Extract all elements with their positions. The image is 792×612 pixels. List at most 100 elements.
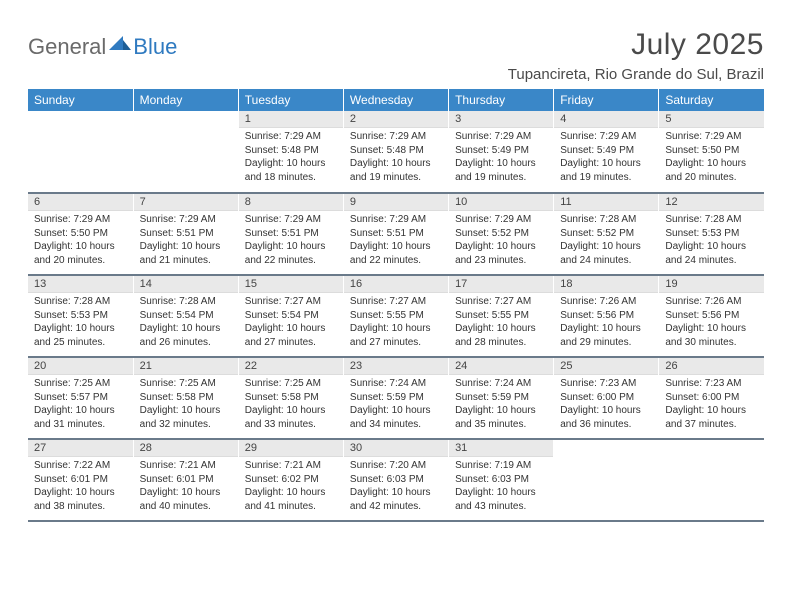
day-details: Sunrise: 7:24 AMSunset: 5:59 PMDaylight:… [449, 375, 553, 435]
calendar-cell: 25Sunrise: 7:23 AMSunset: 6:00 PMDayligh… [554, 357, 659, 439]
day-number: 16 [344, 276, 448, 293]
calendar-cell-empty [554, 439, 659, 521]
day-details: Sunrise: 7:28 AMSunset: 5:54 PMDaylight:… [134, 293, 238, 353]
calendar-cell: 27Sunrise: 7:22 AMSunset: 6:01 PMDayligh… [28, 439, 133, 521]
day-details: Sunrise: 7:27 AMSunset: 5:55 PMDaylight:… [449, 293, 553, 353]
day-details: Sunrise: 7:29 AMSunset: 5:49 PMDaylight:… [554, 128, 658, 188]
day-number: 27 [28, 440, 133, 457]
day-details: Sunrise: 7:27 AMSunset: 5:55 PMDaylight:… [344, 293, 448, 353]
day-details: Sunrise: 7:29 AMSunset: 5:49 PMDaylight:… [449, 128, 553, 188]
day-number: 6 [28, 194, 133, 211]
day-number: 11 [554, 194, 658, 211]
day-details: Sunrise: 7:21 AMSunset: 6:01 PMDaylight:… [134, 457, 238, 517]
day-number: 8 [239, 194, 343, 211]
day-number: 3 [449, 111, 553, 128]
day-number: 5 [659, 111, 764, 128]
weekday-header: Wednesday [343, 89, 448, 111]
calendar-cell: 19Sunrise: 7:26 AMSunset: 5:56 PMDayligh… [659, 275, 764, 357]
day-details: Sunrise: 7:29 AMSunset: 5:48 PMDaylight:… [239, 128, 343, 188]
day-number: 17 [449, 276, 553, 293]
logo-word1: General [28, 34, 106, 60]
day-number: 22 [239, 358, 343, 375]
calendar-cell: 18Sunrise: 7:26 AMSunset: 5:56 PMDayligh… [554, 275, 659, 357]
day-number: 4 [554, 111, 658, 128]
day-number: 15 [239, 276, 343, 293]
calendar-cell: 7Sunrise: 7:29 AMSunset: 5:51 PMDaylight… [133, 193, 238, 275]
weekday-header: Tuesday [238, 89, 343, 111]
calendar-cell: 4Sunrise: 7:29 AMSunset: 5:49 PMDaylight… [554, 111, 659, 193]
day-details: Sunrise: 7:29 AMSunset: 5:51 PMDaylight:… [344, 211, 448, 271]
logo: General Blue [28, 28, 177, 60]
logo-word2: Blue [133, 34, 177, 60]
day-number: 24 [449, 358, 553, 375]
day-details: Sunrise: 7:29 AMSunset: 5:52 PMDaylight:… [449, 211, 553, 271]
weekday-header: Sunday [28, 89, 133, 111]
day-details: Sunrise: 7:21 AMSunset: 6:02 PMDaylight:… [239, 457, 343, 517]
day-number: 19 [659, 276, 764, 293]
day-details: Sunrise: 7:26 AMSunset: 5:56 PMDaylight:… [659, 293, 764, 353]
calendar-row: 27Sunrise: 7:22 AMSunset: 6:01 PMDayligh… [28, 439, 764, 521]
calendar-cell: 21Sunrise: 7:25 AMSunset: 5:58 PMDayligh… [133, 357, 238, 439]
calendar-cell: 16Sunrise: 7:27 AMSunset: 5:55 PMDayligh… [343, 275, 448, 357]
day-details: Sunrise: 7:23 AMSunset: 6:00 PMDaylight:… [659, 375, 764, 435]
calendar-cell-empty [659, 439, 764, 521]
calendar-cell: 13Sunrise: 7:28 AMSunset: 5:53 PMDayligh… [28, 275, 133, 357]
calendar-cell: 5Sunrise: 7:29 AMSunset: 5:50 PMDaylight… [659, 111, 764, 193]
day-number: 1 [239, 111, 343, 128]
calendar-head-row: SundayMondayTuesdayWednesdayThursdayFrid… [28, 89, 764, 111]
weekday-header: Friday [554, 89, 659, 111]
month-title: July 2025 [508, 28, 764, 62]
day-number: 12 [659, 194, 764, 211]
calendar-cell: 23Sunrise: 7:24 AMSunset: 5:59 PMDayligh… [343, 357, 448, 439]
day-details: Sunrise: 7:28 AMSunset: 5:53 PMDaylight:… [659, 211, 764, 271]
day-number: 31 [449, 440, 553, 457]
day-number: 18 [554, 276, 658, 293]
calendar-cell: 17Sunrise: 7:27 AMSunset: 5:55 PMDayligh… [449, 275, 554, 357]
day-details: Sunrise: 7:29 AMSunset: 5:48 PMDaylight:… [344, 128, 448, 188]
day-number: 2 [344, 111, 448, 128]
day-details: Sunrise: 7:19 AMSunset: 6:03 PMDaylight:… [449, 457, 553, 517]
location-text: Tupancireta, Rio Grande do Sul, Brazil [508, 66, 764, 83]
calendar-row: 13Sunrise: 7:28 AMSunset: 5:53 PMDayligh… [28, 275, 764, 357]
day-details: Sunrise: 7:23 AMSunset: 6:00 PMDaylight:… [554, 375, 658, 435]
weekday-header: Thursday [449, 89, 554, 111]
day-details: Sunrise: 7:29 AMSunset: 5:51 PMDaylight:… [134, 211, 238, 271]
calendar-cell-empty [133, 111, 238, 193]
day-number: 29 [239, 440, 343, 457]
calendar-cell: 9Sunrise: 7:29 AMSunset: 5:51 PMDaylight… [343, 193, 448, 275]
calendar-cell: 11Sunrise: 7:28 AMSunset: 5:52 PMDayligh… [554, 193, 659, 275]
calendar-cell: 2Sunrise: 7:29 AMSunset: 5:48 PMDaylight… [343, 111, 448, 193]
logo-mark-icon [109, 36, 131, 50]
day-details: Sunrise: 7:25 AMSunset: 5:58 PMDaylight:… [239, 375, 343, 435]
day-number: 26 [659, 358, 764, 375]
calendar-cell: 31Sunrise: 7:19 AMSunset: 6:03 PMDayligh… [449, 439, 554, 521]
calendar-cell: 15Sunrise: 7:27 AMSunset: 5:54 PMDayligh… [238, 275, 343, 357]
day-details: Sunrise: 7:25 AMSunset: 5:57 PMDaylight:… [28, 375, 133, 435]
weekday-header: Saturday [659, 89, 764, 111]
day-number: 30 [344, 440, 448, 457]
calendar-cell: 30Sunrise: 7:20 AMSunset: 6:03 PMDayligh… [343, 439, 448, 521]
calendar-row: 20Sunrise: 7:25 AMSunset: 5:57 PMDayligh… [28, 357, 764, 439]
day-details: Sunrise: 7:29 AMSunset: 5:50 PMDaylight:… [659, 128, 764, 188]
calendar-cell: 28Sunrise: 7:21 AMSunset: 6:01 PMDayligh… [133, 439, 238, 521]
day-details: Sunrise: 7:28 AMSunset: 5:53 PMDaylight:… [28, 293, 133, 353]
day-number: 28 [134, 440, 238, 457]
day-number: 23 [344, 358, 448, 375]
day-details: Sunrise: 7:28 AMSunset: 5:52 PMDaylight:… [554, 211, 658, 271]
day-number: 9 [344, 194, 448, 211]
calendar-row: 6Sunrise: 7:29 AMSunset: 5:50 PMDaylight… [28, 193, 764, 275]
day-number: 21 [134, 358, 238, 375]
calendar-cell: 12Sunrise: 7:28 AMSunset: 5:53 PMDayligh… [659, 193, 764, 275]
calendar-table: SundayMondayTuesdayWednesdayThursdayFrid… [28, 89, 764, 522]
calendar-cell-empty [28, 111, 133, 193]
page-root: General Blue July 2025 Tupancireta, Rio … [0, 0, 792, 542]
day-number: 20 [28, 358, 133, 375]
day-details: Sunrise: 7:29 AMSunset: 5:50 PMDaylight:… [28, 211, 133, 271]
calendar-row: 1Sunrise: 7:29 AMSunset: 5:48 PMDaylight… [28, 111, 764, 193]
day-number: 10 [449, 194, 553, 211]
calendar-body: 1Sunrise: 7:29 AMSunset: 5:48 PMDaylight… [28, 111, 764, 521]
calendar-cell: 22Sunrise: 7:25 AMSunset: 5:58 PMDayligh… [238, 357, 343, 439]
weekday-header: Monday [133, 89, 238, 111]
day-number: 25 [554, 358, 658, 375]
calendar-cell: 14Sunrise: 7:28 AMSunset: 5:54 PMDayligh… [133, 275, 238, 357]
